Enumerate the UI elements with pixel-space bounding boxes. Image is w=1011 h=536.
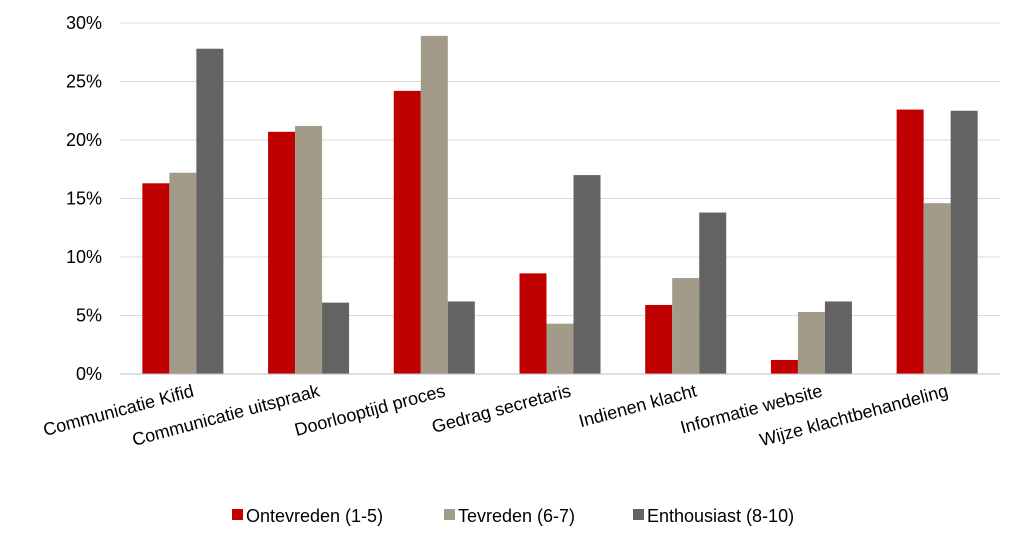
category-label: Gedrag secretaris (430, 381, 573, 437)
y-tick-label: 20% (66, 130, 102, 150)
bar-2-5 (672, 278, 700, 374)
bar-1-6 (770, 359, 798, 374)
bar-1-1 (142, 183, 170, 374)
bar-2-7 (923, 203, 951, 374)
legend-label: Ontevreden (1-5) (246, 506, 383, 526)
legend-swatch (444, 509, 455, 520)
y-tick-label: 25% (66, 72, 102, 92)
bars (142, 35, 978, 375)
legend-swatch (232, 509, 243, 520)
bar-2-6 (797, 311, 825, 374)
bar-3-4 (573, 175, 601, 374)
bar-2-2 (295, 125, 323, 375)
bar-3-6 (824, 301, 852, 374)
bar-2-4 (546, 323, 574, 374)
bar-3-3 (447, 301, 475, 374)
legend-label: Enthousiast (8-10) (647, 506, 794, 526)
legend-label: Tevreden (6-7) (458, 506, 575, 526)
y-axis-tick-labels: 0% 5% 10% 15% 20% 25% 30% (66, 13, 102, 384)
y-tick-label: 5% (76, 306, 102, 326)
y-tick-label: 15% (66, 189, 102, 209)
y-tick-label: 0% (76, 364, 102, 384)
bar-1-5 (645, 304, 673, 374)
legend-swatch (633, 509, 644, 520)
bar-1-4 (519, 273, 547, 374)
bar-3-7 (950, 110, 978, 374)
gridlines (120, 22, 1000, 316)
legend: Ontevreden (1-5) Tevreden (6-7) Enthousias… (232, 506, 794, 526)
bar-2-3 (420, 35, 448, 375)
y-tick-label: 10% (66, 247, 102, 267)
bar-3-2 (322, 302, 350, 374)
bar-3-1 (196, 48, 224, 375)
bar-2-1 (169, 172, 197, 374)
bar-3-5 (699, 212, 727, 374)
bar-1-3 (393, 90, 421, 375)
bar-1-2 (268, 131, 296, 374)
bar-1-7 (896, 109, 924, 374)
y-tick-label: 30% (66, 13, 102, 33)
